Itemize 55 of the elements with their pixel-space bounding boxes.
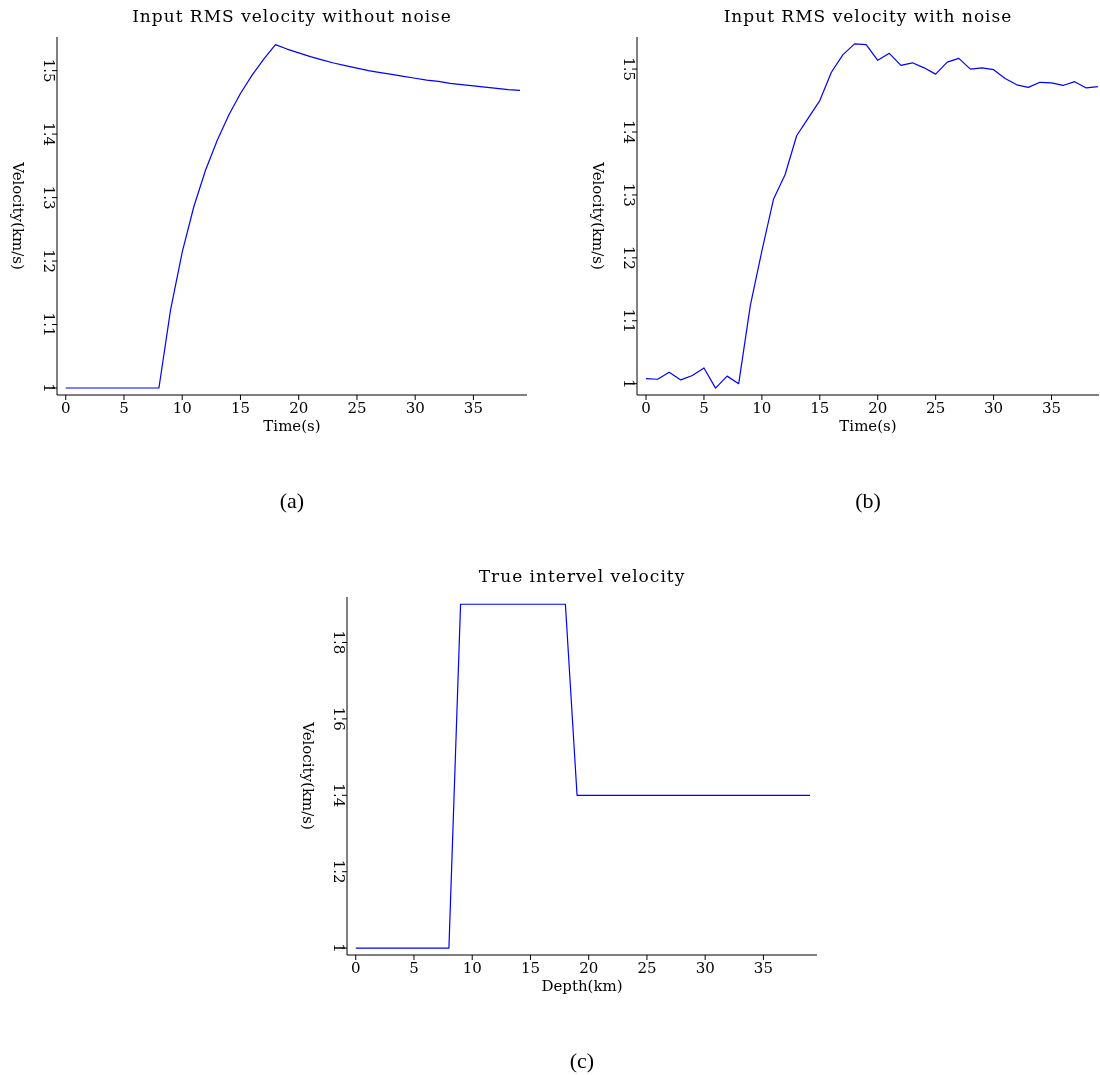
y-tick-label: 1.1	[620, 308, 638, 333]
x-tick-label: 35	[1041, 398, 1062, 417]
x-axis-title: Time(s)	[262, 417, 322, 435]
x-tick-label: 30	[695, 958, 715, 977]
x-tick-label: 5	[409, 958, 419, 977]
x-tick-label: 30	[984, 398, 1004, 417]
x-axis-title: Time(s)	[838, 417, 898, 435]
x-tick-label: 20	[579, 958, 599, 977]
y-tick-label: 1.4	[330, 783, 348, 808]
y-axis-title: Velocity(km/s)	[299, 722, 317, 830]
y-tick-label: 1.5	[40, 58, 58, 83]
y-tick-label: 1.2	[40, 249, 58, 273]
y-tick-label: 1.3	[40, 185, 58, 210]
line-series	[65, 44, 521, 389]
y-tick-label: 1.5	[620, 57, 638, 82]
x-axis-title: Depth(km)	[540, 977, 624, 995]
x-tick-label: 10	[462, 958, 482, 977]
x-tick-label: 15	[230, 398, 250, 417]
y-axis-title: Velocity(km/s)	[589, 162, 607, 270]
x-tick-label: 20	[868, 398, 888, 417]
x-tick-label: 0	[641, 398, 651, 417]
x-tick-label: 0	[60, 398, 71, 417]
x-tick-label: 15	[810, 398, 830, 417]
x-tick-label: 5	[699, 398, 709, 417]
x-tick-label: 25	[347, 398, 367, 417]
y-tick-label: 1.6	[330, 706, 348, 731]
text: (c)	[568, 1048, 596, 1074]
text: (a)	[278, 488, 306, 514]
x-tick-label: 15	[520, 958, 540, 977]
chart-title: Input RMS velocity with noise	[722, 6, 1014, 26]
x-tick-label: 0	[350, 958, 361, 977]
x-tick-label: 25	[926, 398, 946, 417]
y-tick-label: 1.2	[330, 859, 348, 884]
x-tick-label: 20	[289, 398, 309, 417]
x-tick-label: 25	[637, 958, 657, 977]
y-tick-label: 1.4	[40, 122, 58, 147]
x-tick-label: 10	[752, 398, 772, 417]
y-tick-label: 1	[330, 943, 348, 953]
x-tick-label: 5	[119, 398, 129, 417]
chart-title: True intervel velocity	[477, 566, 687, 586]
x-tick-label: 30	[405, 398, 425, 417]
y-tick-label: 1.3	[620, 182, 638, 207]
y-axis-title: Velocity(km/s)	[9, 162, 27, 270]
y-tick-label: 1.4	[620, 120, 638, 144]
x-tick-label: 35	[463, 398, 483, 417]
y-tick-label: 1.1	[40, 312, 58, 337]
text: (b)	[854, 488, 882, 514]
y-tick-label: 1	[620, 378, 638, 389]
line-series	[645, 43, 1099, 389]
y-tick-label: 1	[40, 383, 58, 393]
y-tick-label: 1.2	[620, 245, 638, 270]
x-tick-label: 10	[172, 398, 192, 417]
chart-title: Input RMS velocity without noise	[131, 6, 453, 26]
y-tick-label: 1.8	[330, 630, 348, 655]
x-tick-label: 35	[753, 958, 773, 977]
